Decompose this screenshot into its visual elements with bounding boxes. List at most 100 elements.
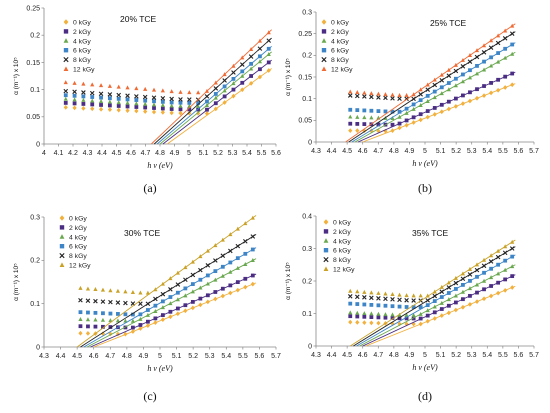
data-point bbox=[355, 90, 360, 95]
data-point bbox=[78, 297, 83, 303]
data-point bbox=[231, 81, 236, 86]
x-tick-label: 5.7 bbox=[529, 148, 539, 155]
data-point bbox=[205, 107, 209, 112]
data-point bbox=[397, 114, 402, 119]
data-point bbox=[369, 295, 374, 301]
data-point bbox=[258, 67, 262, 72]
legend-marker bbox=[321, 48, 327, 53]
data-point bbox=[439, 102, 444, 107]
data-point bbox=[222, 100, 227, 105]
data-point bbox=[496, 290, 501, 296]
data-point bbox=[183, 265, 188, 270]
data-point bbox=[348, 121, 353, 126]
data-point bbox=[411, 120, 416, 125]
data-point bbox=[81, 94, 86, 99]
data-point bbox=[510, 239, 515, 244]
data-point bbox=[362, 122, 367, 126]
data-point bbox=[503, 258, 508, 263]
data-point bbox=[482, 59, 486, 64]
data-point bbox=[468, 90, 472, 95]
legend-label: 8 kGy bbox=[333, 257, 351, 264]
data-point bbox=[446, 106, 451, 112]
x-tick-label: 5.2 bbox=[213, 150, 223, 157]
data-point bbox=[160, 299, 165, 304]
data-point bbox=[108, 325, 113, 329]
y-axis-label: α (m⁻¹) x 10⁵ bbox=[285, 58, 292, 96]
data-point bbox=[510, 264, 515, 269]
legend-marker bbox=[321, 19, 327, 25]
data-point bbox=[175, 282, 181, 287]
data-point bbox=[266, 68, 271, 73]
legend-label: 12 kGy bbox=[331, 67, 353, 74]
data-point bbox=[460, 57, 466, 62]
data-point bbox=[190, 282, 195, 286]
data-point bbox=[266, 60, 271, 65]
series-2-kgy bbox=[348, 71, 516, 143]
data-point bbox=[138, 290, 143, 295]
data-point bbox=[143, 105, 148, 110]
data-point bbox=[257, 38, 263, 43]
data-point bbox=[143, 109, 148, 114]
y-tick-label: 0.2 bbox=[30, 258, 40, 265]
data-point bbox=[439, 295, 444, 299]
data-point bbox=[204, 88, 210, 93]
data-point bbox=[190, 272, 196, 278]
legend-label: 0 kGy bbox=[73, 20, 91, 27]
data-point bbox=[107, 83, 112, 88]
series-12-kgy bbox=[76, 215, 257, 348]
x-tick-label: 5.6 bbox=[514, 148, 524, 155]
data-point bbox=[130, 318, 135, 323]
data-point bbox=[347, 294, 353, 299]
data-point bbox=[348, 114, 353, 119]
data-point bbox=[496, 280, 501, 285]
data-point bbox=[397, 321, 402, 327]
data-point bbox=[404, 316, 409, 321]
legend-marker bbox=[59, 253, 65, 259]
fit-line bbox=[348, 31, 516, 143]
y-tick-label: 0.15 bbox=[26, 60, 40, 67]
data-point bbox=[243, 221, 248, 226]
data-point bbox=[411, 106, 416, 111]
y-tick-label: 0.2 bbox=[302, 278, 312, 285]
data-point bbox=[190, 305, 195, 311]
data-point bbox=[474, 48, 480, 53]
series-0-kgy bbox=[78, 281, 257, 348]
data-point bbox=[168, 314, 173, 320]
data-point bbox=[425, 87, 430, 92]
data-point bbox=[213, 290, 218, 294]
data-point bbox=[369, 320, 374, 326]
data-point bbox=[86, 324, 90, 329]
data-point bbox=[348, 107, 353, 112]
data-point bbox=[266, 38, 272, 43]
data-point bbox=[397, 121, 402, 126]
data-point bbox=[101, 324, 105, 329]
y-tick-label: 0 bbox=[308, 139, 312, 146]
legend-label: 12 kGy bbox=[333, 267, 355, 274]
data-point bbox=[425, 318, 430, 324]
data-point bbox=[115, 300, 121, 305]
data-point bbox=[205, 299, 210, 305]
data-point bbox=[100, 331, 106, 337]
legend-label: 8 kGy bbox=[69, 253, 87, 260]
data-point bbox=[404, 106, 409, 111]
data-point bbox=[205, 248, 210, 253]
data-point bbox=[169, 110, 174, 116]
data-point bbox=[376, 303, 381, 308]
data-point bbox=[116, 96, 121, 101]
data-point bbox=[503, 85, 508, 90]
data-point bbox=[228, 232, 233, 237]
data-point bbox=[369, 108, 374, 113]
data-point bbox=[355, 93, 360, 99]
data-point bbox=[446, 67, 451, 72]
data-point bbox=[183, 303, 188, 308]
data-point bbox=[168, 287, 173, 292]
data-point bbox=[99, 95, 103, 100]
data-point bbox=[446, 81, 451, 85]
data-point bbox=[175, 290, 180, 295]
data-point bbox=[160, 99, 165, 104]
data-point bbox=[90, 106, 95, 112]
data-point bbox=[453, 83, 458, 88]
data-point bbox=[468, 68, 472, 73]
legend-marker bbox=[59, 225, 65, 230]
data-point bbox=[362, 311, 367, 316]
